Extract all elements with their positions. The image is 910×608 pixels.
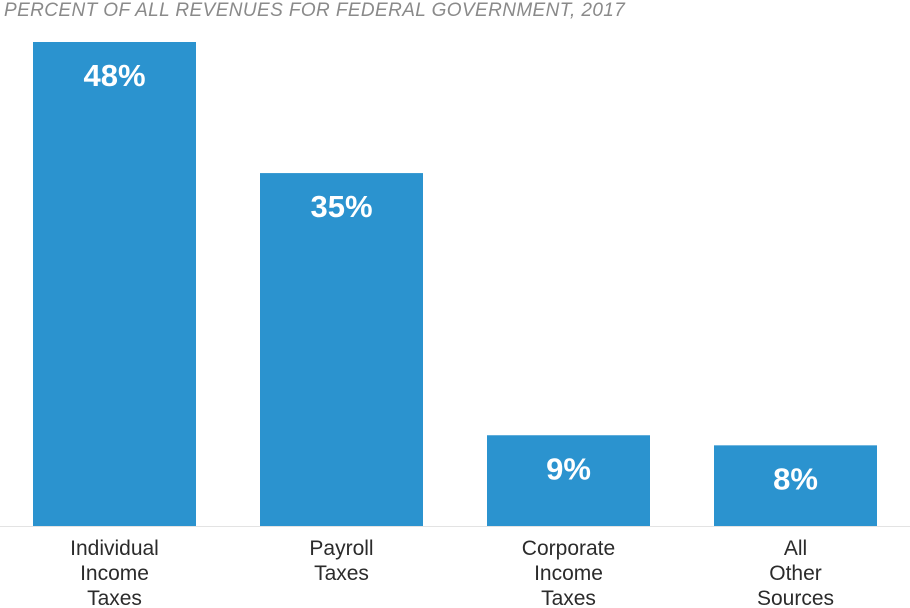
bar-1 (260, 173, 423, 527)
category-label-3: All Other Sources (757, 537, 834, 608)
category-label-line: Taxes (314, 562, 369, 585)
category-label-line: Taxes (87, 587, 142, 608)
category-label-line: Income (534, 562, 603, 585)
category-label-line: Taxes (541, 587, 596, 608)
bar-2 (487, 435, 650, 526)
bar-3 (714, 445, 877, 526)
value-labels-group: 48% 35% 9% 8% (83, 58, 817, 496)
bar-value-label-0: 48% (83, 58, 145, 93)
bar-value-label-1: 35% (310, 189, 372, 224)
category-label-1: Payroll Taxes (309, 537, 373, 585)
category-label-0: Individual Income Taxes (70, 537, 159, 608)
category-label-line: All (784, 537, 807, 560)
category-label-line: Income (80, 562, 149, 585)
bar-value-label-2: 9% (546, 451, 591, 486)
bar-0 (33, 42, 196, 526)
bars-group (33, 42, 877, 527)
category-label-line: Other (769, 562, 822, 585)
category-label-2: Corporate Income Taxes (522, 537, 615, 608)
category-label-line: Individual (70, 537, 159, 560)
chart-title: PERCENT OF ALL REVENUES FOR FEDERAL GOVE… (4, 0, 626, 21)
category-label-line: Sources (757, 587, 834, 608)
category-label-line: Corporate (522, 537, 615, 560)
bar-value-label-3: 8% (773, 461, 818, 496)
category-label-line: Payroll (309, 537, 373, 560)
